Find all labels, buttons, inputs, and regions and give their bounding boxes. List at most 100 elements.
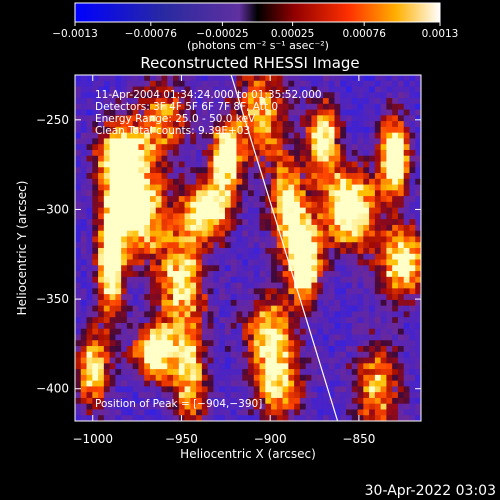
heatmap-cell <box>86 386 93 393</box>
heatmap-cell <box>305 213 312 220</box>
heatmap-cell <box>230 340 237 347</box>
heatmap-cell <box>201 178 209 185</box>
heatmap-cell <box>115 155 122 162</box>
heatmap-cell <box>305 282 312 289</box>
heatmap-cell <box>207 357 214 364</box>
heatmap-cell <box>201 403 209 410</box>
heatmap-cell <box>178 109 185 116</box>
heatmap-cell <box>80 386 87 393</box>
heatmap-cell <box>363 288 370 295</box>
heatmap-cell <box>397 299 405 307</box>
heatmap-cell <box>253 311 260 318</box>
heatmap-cell <box>121 259 128 266</box>
heatmap-cell <box>92 173 99 180</box>
heatmap-cell <box>294 86 301 93</box>
heatmap-cell <box>403 346 410 353</box>
heatmap-cell <box>357 328 364 335</box>
heatmap-cell <box>109 92 116 99</box>
heatmap-cell <box>138 340 145 347</box>
heatmap-cell <box>207 92 214 99</box>
heatmap-cell <box>415 219 421 226</box>
heatmap-cell <box>98 374 105 382</box>
heatmap-cell <box>86 196 93 203</box>
heatmap-cell <box>115 126 122 134</box>
heatmap-cell <box>328 346 335 353</box>
heatmap-cell <box>363 213 370 220</box>
heatmap-cell <box>242 132 249 139</box>
heatmap-cell <box>374 144 382 151</box>
heatmap-cell <box>213 328 220 335</box>
heatmap-cell <box>265 178 272 185</box>
heatmap-cell <box>178 167 185 174</box>
heatmap-cell <box>92 155 99 162</box>
heatmap-cell <box>369 276 376 283</box>
heatmap-cell <box>248 184 255 191</box>
heatmap-cell <box>103 196 110 203</box>
heatmap-cell <box>248 305 255 312</box>
heatmap-cell <box>80 86 87 93</box>
heatmap-cell <box>132 403 139 410</box>
heatmap-cell <box>328 155 335 162</box>
heatmap-cell <box>92 161 99 168</box>
heatmap-cell <box>369 207 376 214</box>
heatmap-cell <box>190 224 197 232</box>
heatmap-cell <box>357 236 364 243</box>
heatmap-cell <box>282 167 289 174</box>
heatmap-cell <box>328 288 335 295</box>
heatmap-cell <box>178 207 185 214</box>
heatmap-cell <box>207 363 214 370</box>
heatmap-cell <box>311 178 318 185</box>
heatmap-cell <box>75 374 82 382</box>
heatmap-cell <box>86 92 93 99</box>
heatmap-cell <box>167 230 174 237</box>
heatmap-cell <box>288 184 295 191</box>
heatmap-cell <box>219 201 226 209</box>
heatmap-cell <box>248 271 255 278</box>
heatmap-cell <box>178 86 185 93</box>
heatmap-cell <box>207 132 214 139</box>
heatmap-cell <box>196 328 203 335</box>
heatmap-cell <box>236 259 243 266</box>
heatmap-cell <box>167 173 174 180</box>
heatmap-cell <box>201 322 209 330</box>
heatmap-image <box>75 75 421 421</box>
heatmap-cell <box>190 248 197 255</box>
heatmap-cell <box>242 409 249 416</box>
heatmap-cell <box>196 403 203 410</box>
heatmap-cell <box>115 98 122 105</box>
heatmap-cell <box>161 236 168 243</box>
heatmap-cell <box>178 236 185 243</box>
heatmap-cell <box>92 196 99 203</box>
heatmap-cell <box>276 92 283 99</box>
heatmap-cell <box>288 346 295 353</box>
heatmap-cell <box>311 236 318 243</box>
heatmap-cell <box>230 271 237 278</box>
heatmap-cell <box>294 271 301 278</box>
heatmap-cell <box>403 415 410 421</box>
heatmap-cell <box>357 155 364 162</box>
heatmap-cell <box>276 196 283 203</box>
y-axis-ticks: −250−300−350−400 <box>36 113 421 396</box>
heatmap-cell <box>369 190 376 197</box>
heatmap-cell <box>294 397 301 405</box>
heatmap-cell <box>294 403 301 410</box>
heatmap-cell <box>190 178 197 185</box>
heatmap-cell <box>276 265 283 272</box>
heatmap-cell <box>236 236 243 243</box>
heatmap-cell <box>299 282 307 289</box>
heatmap-cell <box>248 126 255 134</box>
heatmap-cell <box>224 230 232 237</box>
heatmap-cell <box>184 132 191 139</box>
heatmap-cell <box>103 242 110 249</box>
heatmap-cell <box>75 230 82 237</box>
heatmap-cell <box>219 80 226 87</box>
heatmap-cell <box>363 351 370 358</box>
heatmap-cell <box>305 190 312 197</box>
heatmap-cell <box>259 121 266 128</box>
heatmap-cell <box>415 340 421 347</box>
heatmap-cell <box>167 299 174 307</box>
heatmap-cell <box>184 98 191 105</box>
heatmap-cell <box>357 288 364 295</box>
heatmap-cell <box>236 265 243 272</box>
heatmap-cell <box>305 340 312 347</box>
